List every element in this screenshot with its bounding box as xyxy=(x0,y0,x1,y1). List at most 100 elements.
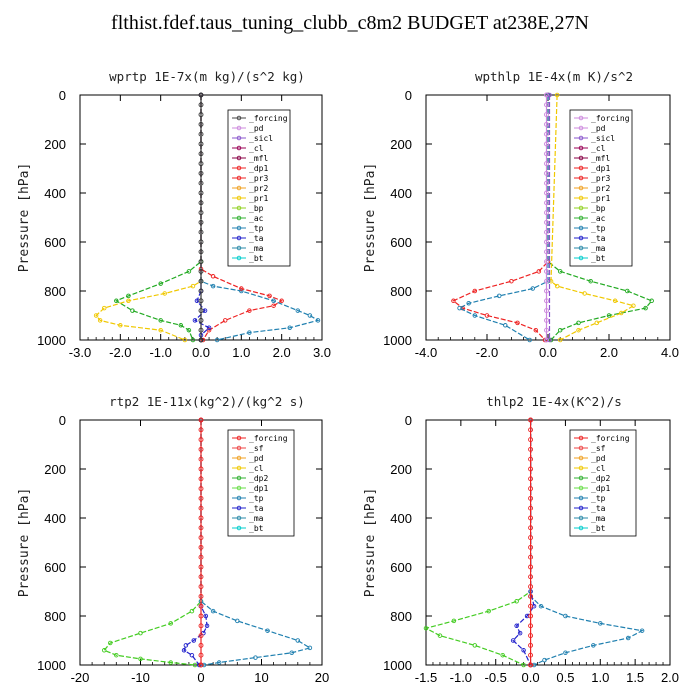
series-marker xyxy=(190,337,196,343)
series-marker xyxy=(198,623,204,629)
x-tick-label: -2.0 xyxy=(109,345,131,360)
y-tick-label: 400 xyxy=(390,186,412,201)
series-line-pr1 xyxy=(95,95,202,341)
series-marker xyxy=(503,323,508,328)
plot-frame xyxy=(425,419,671,666)
y-axis-label: Pressure [hPa] xyxy=(363,488,378,598)
series-marker xyxy=(126,293,131,299)
legend-label: _tp xyxy=(591,224,606,233)
legend-label: _dp2 xyxy=(591,474,610,483)
series-marker xyxy=(222,318,228,323)
series-marker xyxy=(158,327,163,333)
y-tick-label: 1000 xyxy=(37,333,66,348)
x-tick-label: 0 xyxy=(197,670,204,685)
legend-marker xyxy=(578,505,584,511)
series-marker xyxy=(521,662,526,668)
legend-marker xyxy=(578,175,584,181)
y-tick-label: 600 xyxy=(44,235,66,250)
series-marker xyxy=(544,180,549,186)
legend-label: _ta xyxy=(591,234,606,243)
x-tick-label: 1.0 xyxy=(232,345,250,360)
series-marker xyxy=(544,298,549,304)
y-axis-label: Pressure [hPa] xyxy=(17,163,32,273)
series-marker xyxy=(198,151,204,157)
series-marker xyxy=(198,92,204,98)
series-marker xyxy=(198,308,204,314)
series-marker xyxy=(198,317,204,323)
legend-marker xyxy=(236,435,242,441)
series-marker xyxy=(198,219,204,225)
series-marker xyxy=(198,662,204,668)
series-marker xyxy=(198,535,204,541)
series-marker xyxy=(528,603,534,609)
legend-marker xyxy=(578,185,584,191)
legend-label: _bt xyxy=(591,254,606,263)
series-marker xyxy=(198,327,204,333)
series-line-dp1 xyxy=(452,95,549,341)
legend-label: _dp1 xyxy=(249,484,268,493)
y-tick-label: 1000 xyxy=(37,658,66,673)
series-marker xyxy=(544,112,549,118)
series-marker xyxy=(210,283,216,289)
series-marker xyxy=(576,327,581,333)
series-marker xyxy=(544,210,549,216)
series-marker xyxy=(267,293,272,299)
legend-label: _pr1 xyxy=(249,194,268,203)
series-marker xyxy=(198,161,204,167)
series-marker xyxy=(204,623,210,629)
series-marker xyxy=(198,564,204,570)
series-marker xyxy=(198,190,204,196)
series-marker xyxy=(198,102,204,108)
series-marker xyxy=(528,525,534,531)
series-marker xyxy=(183,643,189,648)
y-tick-label: 200 xyxy=(44,462,66,477)
y-tick-label: 0 xyxy=(59,88,66,103)
x-tick-label: 1.5 xyxy=(626,670,644,685)
series-marker xyxy=(528,476,534,482)
series-marker xyxy=(457,305,462,311)
x-tick-label: 20 xyxy=(315,670,329,685)
legend-marker xyxy=(578,135,584,141)
plot-title: rtp2 1E-11x(kg^2)/(kg^2 s) xyxy=(109,394,305,409)
series-marker xyxy=(618,310,624,316)
series-marker xyxy=(557,337,563,343)
y-tick-label: 800 xyxy=(44,284,66,299)
series-marker xyxy=(138,656,143,662)
series-marker xyxy=(538,603,544,609)
series-marker xyxy=(271,303,276,308)
legend-label: _cl xyxy=(591,144,606,153)
series-marker xyxy=(158,318,163,323)
legend-label: _bp xyxy=(249,204,264,213)
x-tick-label: -1.0 xyxy=(450,670,472,685)
series-marker xyxy=(639,628,645,633)
series-marker xyxy=(576,320,581,326)
plot-title: wprtp 1E-7x(m kg)/(s^2 kg) xyxy=(109,69,305,84)
series-marker xyxy=(547,92,552,98)
x-tick-label: 4.0 xyxy=(661,345,679,360)
plot-title: thlp2 1E-4x(K^2)/s xyxy=(486,394,621,409)
legend-marker xyxy=(578,165,584,171)
series-marker xyxy=(198,210,204,216)
series-marker xyxy=(239,286,244,291)
series-marker xyxy=(557,269,563,274)
series-marker xyxy=(198,446,204,452)
series-marker xyxy=(544,317,549,323)
legend-marker xyxy=(236,465,242,471)
series-marker xyxy=(528,593,534,599)
series-marker xyxy=(528,535,534,541)
series-marker xyxy=(162,291,167,296)
series-marker xyxy=(563,613,568,619)
legend-marker xyxy=(236,155,242,161)
series-marker xyxy=(198,525,204,531)
legend-marker xyxy=(236,185,242,191)
x-tick-label: 2.0 xyxy=(661,670,679,685)
series-marker xyxy=(542,657,547,663)
series-marker xyxy=(307,313,313,318)
series-marker xyxy=(547,337,552,343)
series-marker xyxy=(279,298,284,304)
series-marker xyxy=(582,291,587,296)
series-marker xyxy=(423,626,429,631)
series-marker xyxy=(631,303,636,308)
series-marker xyxy=(192,318,198,323)
